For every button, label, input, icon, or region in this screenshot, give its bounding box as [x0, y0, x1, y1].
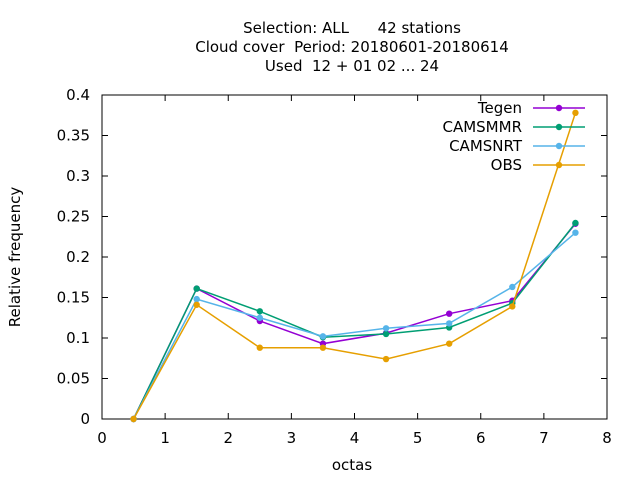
legend-label: OBS	[491, 156, 522, 174]
data-point-camsnrt	[445, 320, 453, 327]
y-axis: 0 0.05 0.1 0.15 0.2 0.25 0.3 0.35 0.4	[57, 86, 607, 428]
y-tick-label: 0.4	[66, 86, 90, 104]
title-line-1: Selection: ALL 42 stations	[243, 19, 461, 37]
x-tick-label: 6	[476, 429, 486, 447]
legend-label: Tegen	[477, 99, 522, 117]
y-tick-label: 0	[80, 410, 90, 428]
chart-title: Selection: ALL 42 stations Cloud cover P…	[195, 19, 509, 75]
data-point-camsmmr	[256, 308, 264, 315]
x-tick-label: 1	[160, 429, 170, 447]
data-point-obs	[509, 303, 516, 310]
y-tick-label: 0.25	[57, 208, 90, 226]
legend-label: CAMSNRT	[449, 137, 523, 155]
y-tick-label: 0.15	[57, 289, 90, 307]
x-tick-label: 0	[97, 429, 107, 447]
data-point-camsnrt	[319, 333, 327, 340]
data-point-camsmmr	[193, 285, 200, 292]
data-point-obs	[572, 109, 579, 117]
data-point-obs	[130, 415, 137, 423]
x-axis-label: octas	[332, 456, 372, 474]
x-axis: 0 1 2 3 4 5 6 7 8	[97, 95, 612, 447]
series-line-camsmmr	[132, 222, 577, 420]
legend-marker	[555, 123, 563, 131]
plot-frame	[101, 94, 608, 420]
legend-label: CAMSMMR	[442, 118, 522, 136]
x-tick-label: 7	[539, 429, 549, 447]
legend-marker	[555, 104, 563, 112]
data-point-camsmmr	[572, 219, 579, 227]
y-tick-label: 0.1	[66, 329, 90, 347]
x-tick-label: 4	[350, 429, 360, 447]
series-line-obs	[132, 112, 577, 420]
title-line-2: Cloud cover Period: 20180601-20180614	[195, 38, 509, 56]
legend-marker	[555, 161, 563, 169]
data-point-camsnrt	[382, 325, 390, 332]
y-tick-label: 0.3	[66, 167, 90, 185]
y-tick-label: 0.35	[57, 127, 90, 145]
data-point-obs	[382, 355, 390, 363]
data-point-obs	[319, 344, 327, 351]
x-tick-label: 8	[602, 429, 612, 447]
series-lines	[130, 109, 579, 423]
series-line-camsnrt	[132, 232, 576, 420]
data-point-camsnrt	[193, 295, 200, 303]
y-axis-label: Relative frequency	[6, 187, 24, 328]
data-point-obs	[193, 301, 200, 308]
data-point-camsmmr	[382, 330, 390, 338]
title-line-3: Used 12 + 01 02 ... 24	[265, 57, 439, 75]
series-line-tegen	[132, 223, 577, 420]
data-point-obs	[256, 344, 264, 351]
data-point-obs	[445, 340, 453, 347]
y-tick-label: 0.2	[66, 248, 90, 266]
data-point-tegen	[445, 310, 453, 317]
data-point-camsnrt	[256, 314, 264, 321]
y-tick-label: 0.05	[57, 370, 90, 388]
legend-marker	[555, 142, 563, 150]
data-point-camsnrt	[572, 229, 579, 236]
x-tick-label: 5	[413, 429, 423, 447]
x-tick-label: 2	[223, 429, 233, 447]
x-tick-label: 3	[287, 429, 297, 447]
data-point-camsnrt	[509, 283, 516, 291]
